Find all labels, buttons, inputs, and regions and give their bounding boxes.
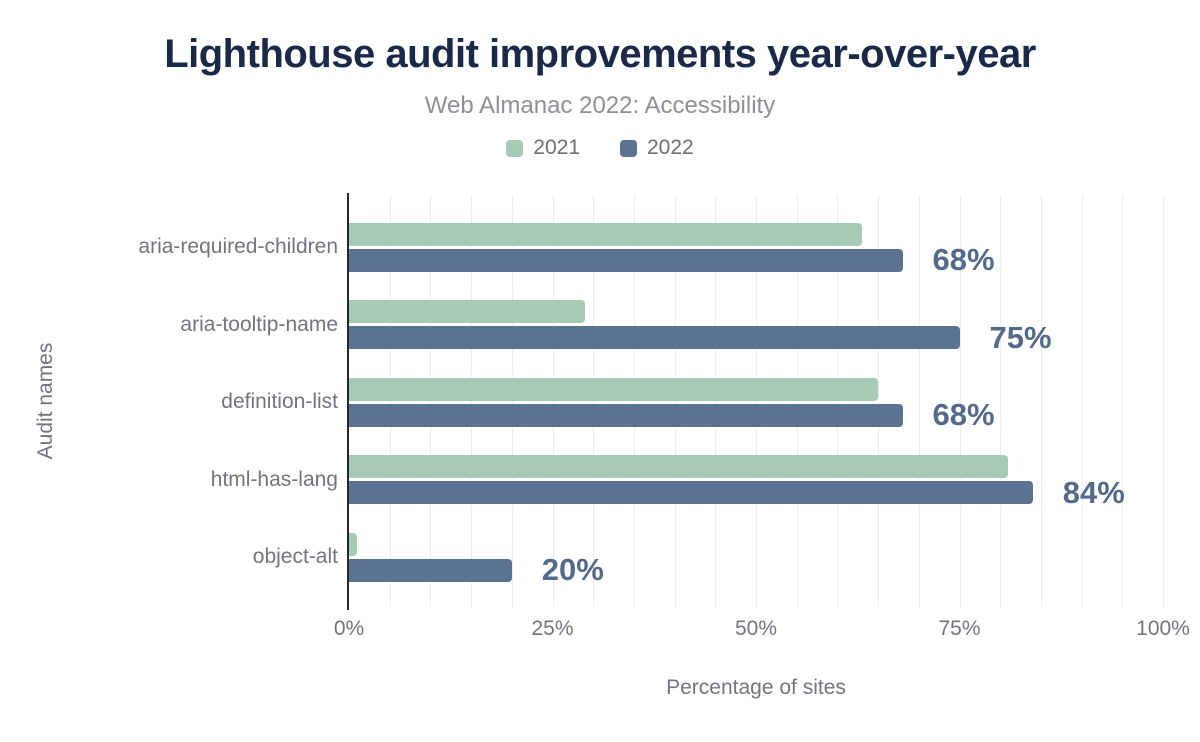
gridline (918, 195, 920, 607)
value-label: 20% (541, 552, 604, 587)
gridline (837, 195, 839, 607)
gridline (715, 195, 717, 607)
value-label: 68% (932, 397, 995, 432)
value-label: 84% (1062, 474, 1125, 510)
category-label: aria-required-children (138, 235, 338, 258)
gridline (1040, 195, 1042, 607)
y-axis-title: Audit names (34, 342, 57, 460)
x-tick-label: 25% (531, 617, 574, 640)
legend: 2021 2022 (0, 136, 1200, 160)
gridline (430, 195, 432, 607)
bar-2022-aria-tooltip-name (349, 326, 960, 349)
bar-2021-aria-tooltip-name (349, 300, 586, 323)
gridline (511, 195, 513, 607)
y-axis-line (347, 193, 349, 610)
x-tick-label: 0% (333, 617, 365, 640)
gridline (674, 195, 676, 607)
bar-2021-object-alt (349, 532, 358, 556)
value-label: 68% (932, 242, 995, 277)
category-label: object-alt (252, 545, 338, 568)
bar-2021-aria-required-children (349, 222, 862, 246)
gridline (389, 195, 391, 607)
gridline (796, 195, 798, 607)
gridline (1081, 195, 1083, 607)
legend-swatch-2021-icon (506, 139, 524, 157)
chart-subtitle: Web Almanac 2022: Accessibility (424, 92, 776, 119)
legend-swatch-2022-icon (620, 139, 637, 157)
category-label: aria-tooltip-name (180, 312, 338, 336)
bar-2022-html-has-lang (349, 481, 1033, 504)
x-tick-label: 100% (1136, 617, 1190, 640)
gridline (552, 195, 554, 607)
x-tick-label: 50% (734, 617, 778, 640)
gridline (1000, 195, 1002, 607)
gridline (1122, 195, 1124, 607)
gridline (1163, 195, 1164, 607)
legend-item-2021: 2021 (506, 136, 580, 160)
category-label: html-has-lang (210, 467, 338, 491)
gridline (756, 195, 757, 607)
bar-2022-object-alt (349, 558, 512, 582)
legend-label-2021: 2021 (533, 136, 580, 159)
plot-area: aria-required-children 68% aria-tooltip-na… (138, 193, 1185, 610)
bar-2021-definition-list (349, 377, 879, 401)
gridline (959, 195, 961, 607)
legend-label-2022: 2022 (647, 136, 694, 159)
x-tick-label: 75% (938, 617, 981, 640)
value-label: 75% (989, 319, 1052, 355)
gridline (471, 195, 473, 607)
chart-title: Lighthouse audit improvements year-over-… (164, 32, 1036, 76)
legend-item-2022: 2022 (620, 136, 694, 160)
gridline (633, 195, 635, 607)
gridline (593, 195, 595, 607)
bar-2022-aria-required-children (349, 248, 903, 272)
gridline (878, 195, 880, 607)
bar-2022-definition-list (349, 403, 903, 427)
bar-2021-html-has-lang (349, 455, 1009, 478)
x-axis-title: Percentage of sites (666, 676, 846, 699)
category-label: definition-list (221, 390, 338, 413)
